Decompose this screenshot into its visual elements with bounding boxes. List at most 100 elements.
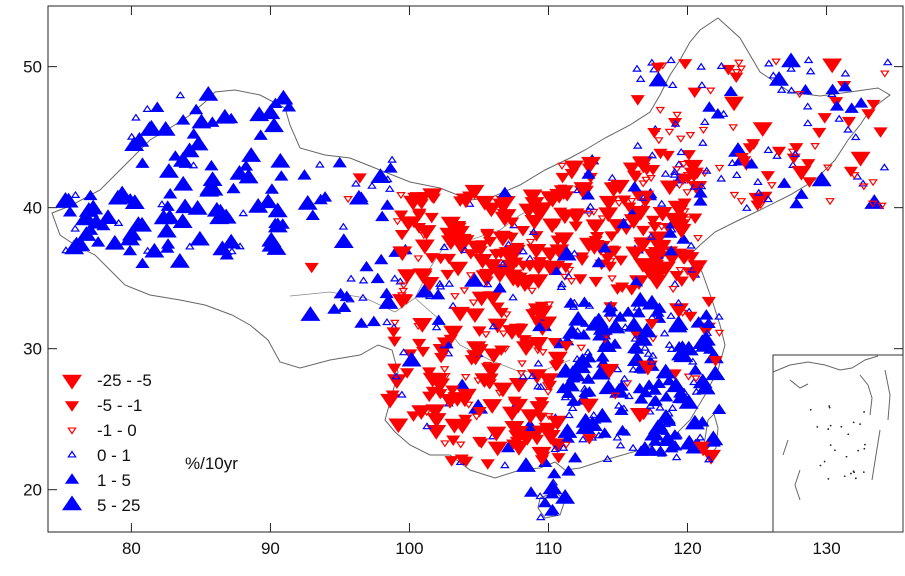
station-marker <box>104 234 125 250</box>
station-marker <box>639 264 660 280</box>
station-marker <box>750 200 765 211</box>
station-marker <box>155 211 170 222</box>
station-marker <box>664 255 680 266</box>
station-marker <box>435 279 445 287</box>
station-marker <box>558 443 569 451</box>
station-marker <box>337 301 352 312</box>
station-marker <box>660 150 675 162</box>
station-marker <box>412 318 433 333</box>
station-marker <box>300 306 321 321</box>
station-marker <box>655 403 665 411</box>
station-marker <box>736 65 747 73</box>
station-marker <box>497 260 508 268</box>
station-marker <box>687 260 708 275</box>
station-marker <box>677 198 692 209</box>
station-marker <box>695 379 716 395</box>
station-marker <box>463 401 474 409</box>
station-marker <box>158 163 179 178</box>
station-marker <box>445 385 460 396</box>
station-marker <box>636 409 651 421</box>
station-marker <box>600 253 615 265</box>
station-marker <box>569 357 590 372</box>
station-marker <box>683 159 704 175</box>
station-marker <box>526 243 547 259</box>
station-marker <box>156 222 177 238</box>
station-marker <box>385 390 400 401</box>
station-marker <box>267 202 288 218</box>
station-marker <box>466 350 481 361</box>
station-marker <box>729 72 744 83</box>
station-marker <box>625 246 646 262</box>
station-marker <box>760 171 775 182</box>
station-marker <box>547 351 568 367</box>
station-marker <box>802 102 813 110</box>
station-marker <box>609 179 630 195</box>
station-marker <box>794 91 805 99</box>
station-marker <box>578 435 588 443</box>
station-marker <box>359 260 374 272</box>
station-marker <box>527 287 537 295</box>
station-marker <box>604 315 615 323</box>
station-marker <box>610 392 621 400</box>
station-marker <box>397 390 407 398</box>
station-marker <box>607 275 617 283</box>
station-marker <box>560 376 580 392</box>
station-marker <box>391 372 401 380</box>
station-marker <box>390 319 400 327</box>
station-marker <box>528 227 539 236</box>
station-marker <box>666 311 676 319</box>
station-marker <box>422 422 432 430</box>
station-marker <box>653 420 669 432</box>
station-marker <box>673 298 684 306</box>
station-marker <box>502 406 522 422</box>
island-dot <box>828 405 831 407</box>
station-marker <box>802 177 817 188</box>
station-marker <box>414 239 435 255</box>
station-marker <box>683 373 694 381</box>
station-marker <box>98 209 118 224</box>
station-marker <box>682 189 693 197</box>
station-marker <box>584 210 594 218</box>
station-marker <box>697 80 707 89</box>
station-marker <box>382 318 392 326</box>
station-marker <box>627 180 642 192</box>
station-marker <box>627 342 642 354</box>
station-marker <box>624 285 639 296</box>
legend-label: 1 - 5 <box>97 471 131 490</box>
station-marker <box>398 287 409 295</box>
station-marker <box>422 391 437 403</box>
station-marker <box>492 281 507 293</box>
station-marker <box>556 282 567 290</box>
station-marker <box>630 205 651 221</box>
station-marker <box>538 349 548 357</box>
station-marker <box>454 454 469 465</box>
island-dot <box>854 477 857 480</box>
station-marker <box>64 239 85 255</box>
station-marker <box>173 175 194 191</box>
station-marker <box>581 156 601 172</box>
station-marker <box>817 113 832 124</box>
island-dot <box>845 455 848 458</box>
station-marker <box>413 255 424 263</box>
station-marker <box>412 210 427 222</box>
station-marker <box>424 291 435 300</box>
x-tick-label: 80 <box>122 539 141 558</box>
station-marker <box>460 374 471 382</box>
station-marker <box>559 341 574 352</box>
station-marker <box>723 85 738 97</box>
station-marker <box>187 200 208 215</box>
station-marker <box>387 363 402 375</box>
station-marker <box>634 393 649 404</box>
station-marker <box>529 434 545 446</box>
station-marker <box>777 177 792 188</box>
station-marker <box>62 205 78 217</box>
station-marker <box>518 247 529 255</box>
station-marker <box>598 341 609 349</box>
station-marker <box>536 206 551 217</box>
station-marker <box>538 373 559 388</box>
station-marker <box>623 316 644 332</box>
island-dot <box>864 443 866 446</box>
station-marker <box>877 202 887 210</box>
station-marker <box>829 100 845 111</box>
station-marker <box>849 172 860 180</box>
